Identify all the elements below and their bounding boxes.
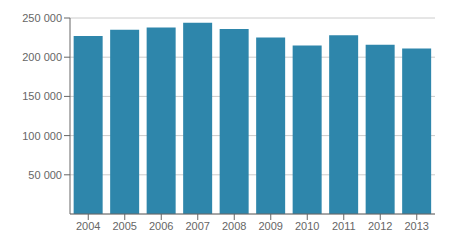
svg-text:200 000: 200 000 bbox=[22, 51, 62, 63]
svg-text:2011: 2011 bbox=[332, 220, 356, 232]
svg-text:2005: 2005 bbox=[113, 220, 137, 232]
svg-text:150 000: 150 000 bbox=[22, 90, 62, 102]
svg-text:50 000: 50 000 bbox=[28, 169, 62, 181]
svg-text:2012: 2012 bbox=[368, 220, 392, 232]
svg-text:250 000: 250 000 bbox=[22, 12, 62, 24]
svg-text:2013: 2013 bbox=[405, 220, 429, 232]
svg-text:2008: 2008 bbox=[222, 220, 246, 232]
svg-text:2009: 2009 bbox=[259, 220, 283, 232]
svg-text:2006: 2006 bbox=[149, 220, 173, 232]
svg-text:2004: 2004 bbox=[76, 220, 100, 232]
svg-text:100 000: 100 000 bbox=[22, 130, 62, 142]
svg-text:2007: 2007 bbox=[186, 220, 210, 232]
svg-text:2010: 2010 bbox=[295, 220, 319, 232]
